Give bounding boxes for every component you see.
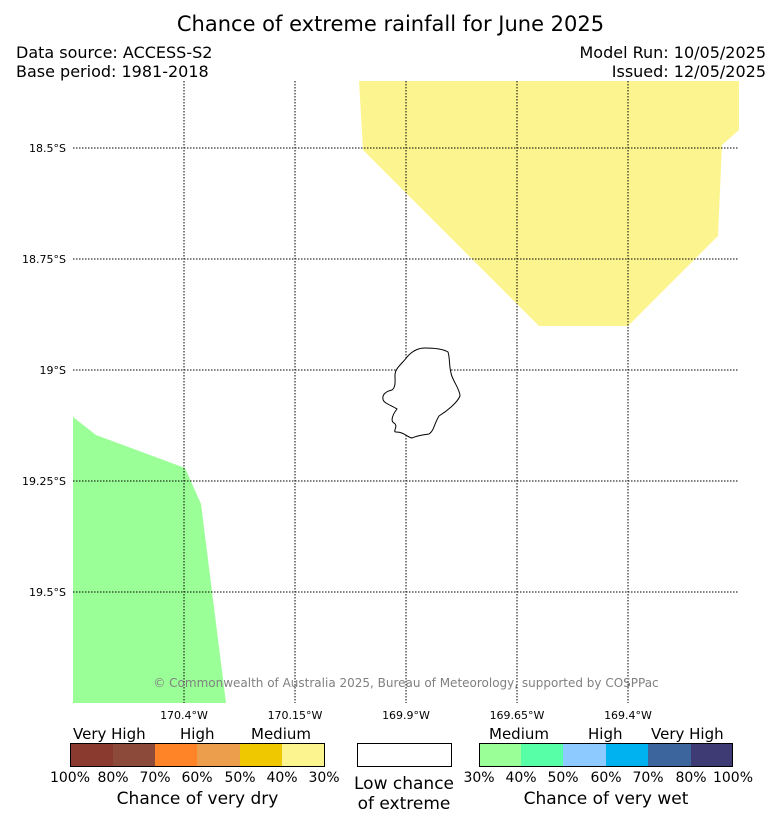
lon-label: 169.4°W	[604, 709, 652, 722]
wet-tick-label: 30%	[463, 770, 495, 786]
dry-caption: Chance of very dry	[116, 789, 279, 809]
lat-label: 18.75°S	[22, 253, 66, 266]
lat-label: 19.5°S	[29, 586, 66, 599]
region-medium-very-dry	[359, 81, 739, 326]
wet-swatch	[521, 743, 563, 767]
wet-swatch	[691, 743, 733, 767]
dry-tick-label: 100%	[49, 770, 91, 786]
dry-swatch	[197, 743, 240, 767]
low-chance-caption: Low chance of extreme	[340, 774, 468, 814]
dry-level-very-high: Very High	[73, 725, 146, 743]
map-panel[interactable]	[73, 81, 739, 703]
copyright-notice: © Commonwealth of Australia 2025, Bureau…	[153, 676, 659, 690]
wet-tick-label: 70%	[632, 770, 664, 786]
wet-tick-label: 80%	[675, 770, 707, 786]
low-chance-caption-line1: Low chance	[354, 774, 454, 794]
dry-swatch	[240, 743, 282, 767]
wet-tick-label: 50%	[547, 770, 579, 786]
dry-level-medium: Medium	[251, 725, 311, 743]
meta-right: Model Run: 10/05/2025 Issued: 12/05/2025	[580, 43, 767, 81]
wet-swatch	[648, 743, 691, 767]
wet-level-very-high: Very High	[651, 725, 724, 743]
lon-label: 169.65°W	[489, 709, 545, 722]
dry-swatch	[282, 743, 325, 767]
wet-level-medium: Medium	[489, 725, 549, 743]
model-run: Model Run: 10/05/2025	[579, 43, 767, 62]
wet-caption: Chance of very wet	[523, 789, 689, 809]
wet-tick-label: 40%	[505, 770, 537, 786]
wet-tick-label: 60%	[590, 770, 622, 786]
lon-label: 169.9°W	[382, 709, 430, 722]
wet-tick-label: 100%	[712, 770, 754, 786]
dry-tick-label: 50%	[224, 770, 256, 786]
dry-swatch	[70, 743, 113, 767]
map-title: Chance of extreme rainfall for June 2025	[176, 12, 605, 36]
base-period: Base period: 1981-2018	[16, 62, 209, 81]
island-coastline	[382, 347, 461, 439]
wet-swatch	[479, 743, 521, 767]
low-chance-caption-line2: of extreme	[357, 794, 451, 814]
dry-swatch	[155, 743, 197, 767]
meta-left: Data source: ACCESS-S2 Base period: 1981…	[16, 43, 212, 81]
data-source: Data source: ACCESS-S2	[16, 43, 213, 62]
lat-label: 18.5°S	[29, 142, 66, 155]
wet-level-high: High	[588, 725, 623, 743]
wet-swatch	[563, 743, 606, 767]
issued-date: Issued: 12/05/2025	[611, 62, 766, 81]
wet-swatch	[606, 743, 648, 767]
region-medium-very-wet	[73, 417, 226, 703]
lon-label: 170.15°W	[267, 709, 323, 722]
lon-label: 170.4°W	[160, 709, 208, 722]
dry-tick-label: 80%	[97, 770, 129, 786]
dry-tick-label: 30%	[308, 770, 340, 786]
dry-tick-label: 60%	[181, 770, 213, 786]
dry-tick-label: 70%	[139, 770, 171, 786]
dry-swatch	[113, 743, 155, 767]
lat-label: 19°S	[39, 364, 66, 377]
dry-tick-label: 40%	[266, 770, 298, 786]
lat-label: 19.25°S	[22, 475, 66, 488]
dry-level-high: High	[180, 725, 215, 743]
low-chance-swatch	[357, 743, 452, 767]
